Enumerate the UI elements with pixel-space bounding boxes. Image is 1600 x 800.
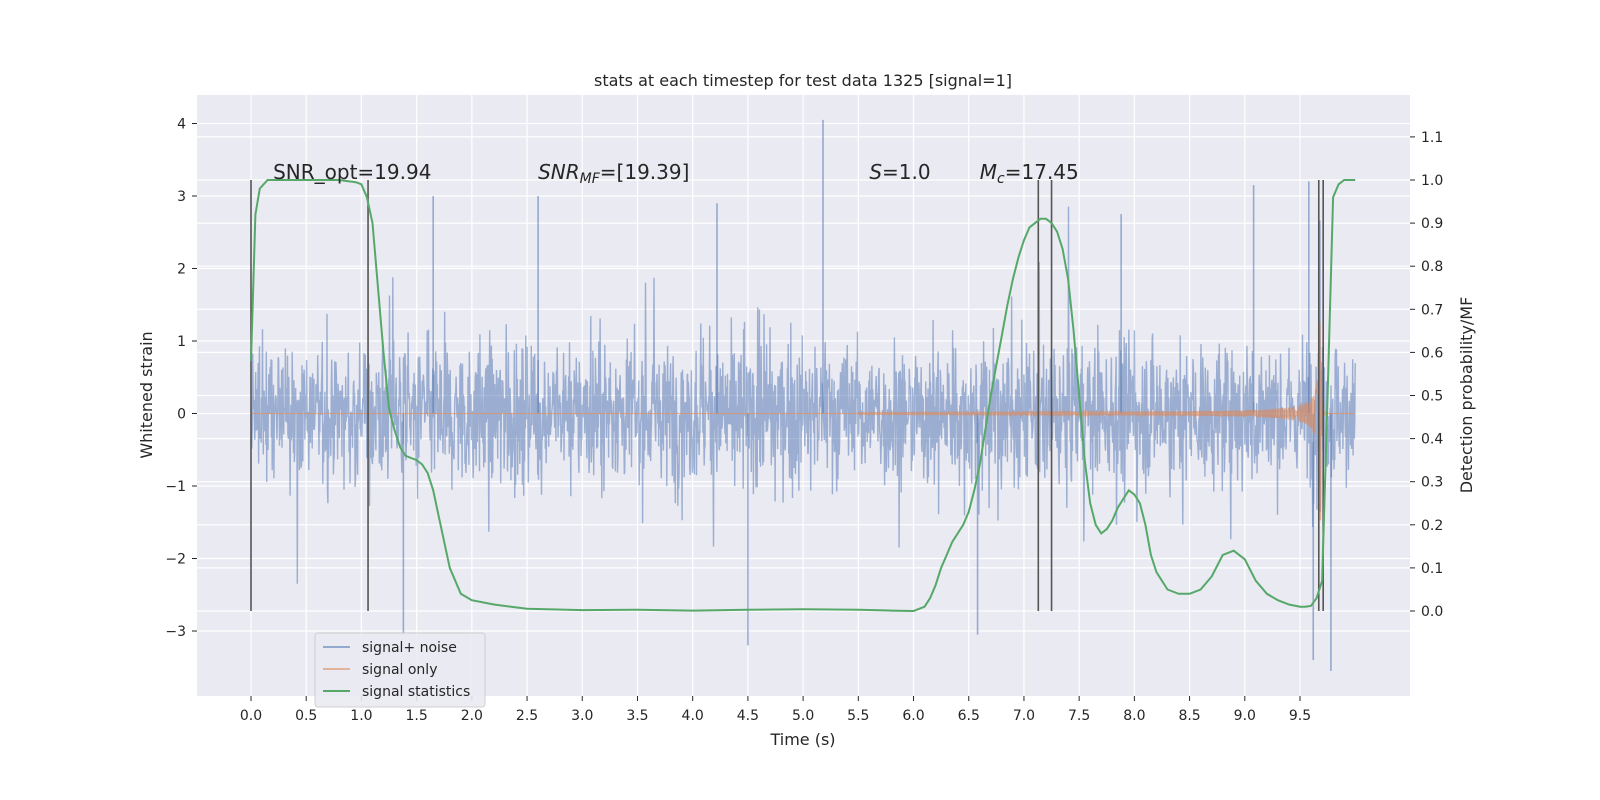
x-tick-label: 2.0 xyxy=(461,708,483,724)
y2-axis-ticks: 0.0 0.1 0.2 0.3 0.4 0.5 0.6 0.7 0.8 0.9 1.0 1.1 xyxy=(1410,130,1443,620)
x-tick-label: 1.0 xyxy=(350,708,372,724)
y-tick-label: 1 xyxy=(177,334,186,350)
y-tick-label: 0 xyxy=(177,407,186,423)
y2-tick-label: 0.4 xyxy=(1421,432,1443,448)
legend-label: signal only xyxy=(362,662,437,678)
x-tick-label: 4.5 xyxy=(737,708,759,724)
y-axis-label: Whitened strain xyxy=(137,331,156,458)
annotation-text: SNRMF=[19.39] xyxy=(538,160,689,187)
x-tick-label: 7.5 xyxy=(1068,708,1090,724)
legend-label: signal+ noise xyxy=(362,640,457,656)
annotation-text: S=1.0 xyxy=(869,160,930,184)
y-tick-label: −3 xyxy=(165,624,186,640)
legend-label: signal statistics xyxy=(362,684,470,700)
y2-tick-label: 0.5 xyxy=(1421,389,1443,405)
y2-tick-label: 0.1 xyxy=(1421,561,1443,577)
y2-tick-label: 0.0 xyxy=(1421,604,1443,620)
y2-tick-label: 1.0 xyxy=(1421,173,1443,189)
x-tick-label: 3.5 xyxy=(626,708,648,724)
legend: signal+ noise signal only signal statistic… xyxy=(314,632,486,708)
y2-tick-label: 0.8 xyxy=(1421,259,1443,275)
signal-only-line xyxy=(251,321,1356,521)
x-tick-label: 3.0 xyxy=(571,708,593,724)
y-tick-label: −1 xyxy=(165,479,186,495)
signal-statistics-line xyxy=(250,179,1356,613)
y2-tick-label: 0.7 xyxy=(1421,302,1443,318)
x-tick-label: 7.0 xyxy=(1013,708,1035,724)
x-tick-label: 6.0 xyxy=(902,708,924,724)
y2-tick-label: 0.2 xyxy=(1421,518,1443,534)
signal-statistics-series xyxy=(250,179,1356,613)
x-tick-label: 5.5 xyxy=(847,708,869,724)
x-tick-label: 5.0 xyxy=(792,708,814,724)
x-tick-label: 8.0 xyxy=(1123,708,1145,724)
x-tick-label: 0.0 xyxy=(240,708,262,724)
x-tick-label: 0.5 xyxy=(295,708,317,724)
y-tick-label: 2 xyxy=(177,262,186,278)
x-axis-label: Time (s) xyxy=(769,730,835,749)
signal-noise-series xyxy=(250,119,1356,671)
x-tick-label: 8.5 xyxy=(1178,708,1200,724)
y-tick-label: 3 xyxy=(177,189,186,205)
annotation-text: SNR_opt=19.94 xyxy=(273,160,431,184)
x-tick-label: 9.0 xyxy=(1234,708,1256,724)
y2-axis-label: Detection probability/MF xyxy=(1457,297,1476,494)
detection-markers xyxy=(250,180,1324,611)
x-tick-label: 9.5 xyxy=(1289,708,1311,724)
y-tick-label: 4 xyxy=(177,117,186,133)
y2-tick-label: 0.6 xyxy=(1421,345,1443,361)
annotation-text: Mc=17.45 xyxy=(980,160,1079,187)
signal-only-series xyxy=(251,321,1356,521)
annotations: SNR_opt=19.94 SNRMF=[19.39] S=1.0 Mc=17.45 xyxy=(273,160,1079,187)
y2-tick-label: 1.1 xyxy=(1421,130,1443,146)
x-tick-label: 2.5 xyxy=(516,708,538,724)
legend-box xyxy=(314,632,486,708)
x-axis-ticks: 0.0 0.5 1.0 1.5 2.0 2.5 3.0 3.5 4.0 4.5 5.0 5.5 6.0 6… xyxy=(240,696,1311,724)
signal-noise-line xyxy=(250,206,1356,584)
x-tick-label: 4.0 xyxy=(682,708,704,724)
y2-tick-label: 0.3 xyxy=(1421,475,1443,491)
x-tick-label: 1.5 xyxy=(405,708,427,724)
y-tick-label: −2 xyxy=(165,552,186,568)
chart-title: stats at each timestep for test data 132… xyxy=(594,71,1012,90)
y2-tick-label: 0.9 xyxy=(1421,216,1443,232)
y-axis-ticks: −3 −2 −1 0 1 2 3 4 xyxy=(165,117,197,640)
x-tick-label: 6.5 xyxy=(958,708,980,724)
